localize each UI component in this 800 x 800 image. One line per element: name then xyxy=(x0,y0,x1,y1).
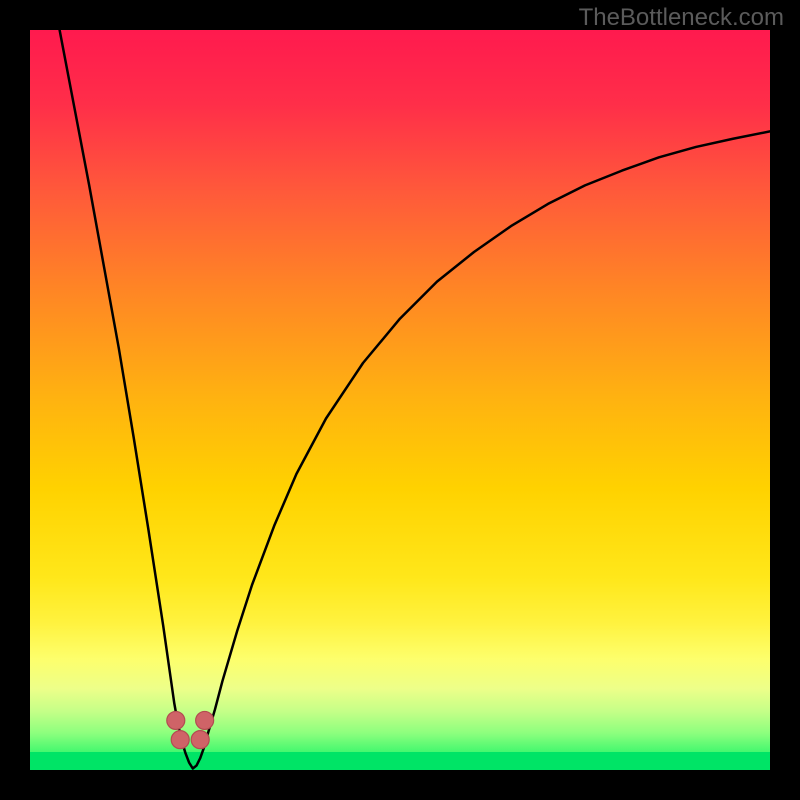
data-marker xyxy=(167,711,185,729)
chart-frame xyxy=(30,30,770,770)
marker-group xyxy=(167,711,214,748)
chart-svg-layer xyxy=(30,30,770,770)
bottleneck-curve xyxy=(60,30,770,769)
data-marker xyxy=(191,731,209,749)
data-marker xyxy=(171,731,189,749)
watermark-text: TheBottleneck.com xyxy=(579,4,784,32)
data-marker xyxy=(196,711,214,729)
